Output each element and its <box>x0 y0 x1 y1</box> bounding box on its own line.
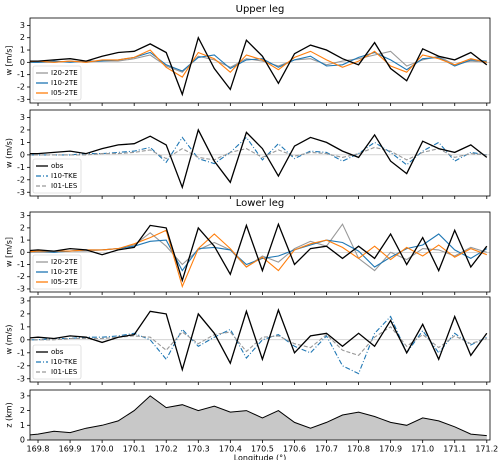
legend-box <box>32 344 82 380</box>
axes-frame <box>29 389 491 441</box>
axes-frame <box>29 17 491 104</box>
y-tick-label: -2 <box>17 82 25 91</box>
y-axis-label: w [m/s] <box>5 46 14 76</box>
y-tick-label: 3 <box>20 21 25 30</box>
plot-area <box>30 222 488 289</box>
legend-label: obs <box>51 348 64 356</box>
x-tick-label: 169.9 <box>59 445 82 454</box>
x-tick-label: 170.6 <box>283 445 306 454</box>
y-tick-label: 1 <box>20 46 25 55</box>
y-tick-label: -1 <box>17 70 25 79</box>
legend-label: I20-2TE <box>51 69 78 77</box>
plot-area <box>30 35 488 97</box>
y-tick-label: 0 <box>20 335 25 344</box>
series-line <box>30 146 487 161</box>
y-tick-label: 2 <box>20 33 25 42</box>
y-tick-label: 3 <box>20 391 25 400</box>
y-tick-label: 3 <box>20 211 25 220</box>
y-tick-label: 0 <box>20 436 25 445</box>
y-tick-label: 2 <box>20 309 25 318</box>
plot-area <box>30 128 488 190</box>
panel-title: Upper leg <box>236 4 285 15</box>
y-tick-label: 1 <box>20 421 25 430</box>
x-axis-label: Longitude (°) <box>234 454 287 460</box>
x-tick-label: 170.5 <box>251 445 274 454</box>
x-tick-label: 170.3 <box>187 445 210 454</box>
legend-label: I01-LES <box>51 182 78 190</box>
y-tick-label: -1 <box>17 260 25 269</box>
y-tick-label: 2 <box>20 125 25 134</box>
series-line <box>30 49 487 78</box>
series-line <box>30 128 488 190</box>
axes-frame <box>29 211 491 293</box>
x-tick-label: 171.1 <box>443 445 466 454</box>
x-tick-label: 170.1 <box>123 445 146 454</box>
x-tick-label: 170.2 <box>155 445 178 454</box>
legend-label: I10-2TE <box>51 79 78 87</box>
y-axis-label: z (km) <box>5 402 14 427</box>
series-line <box>30 222 488 283</box>
series-line <box>30 229 487 289</box>
legend-label: I20-2TE <box>51 258 78 266</box>
panel-title: Lower leg <box>236 198 284 209</box>
legend-box <box>32 65 82 101</box>
legend-label: I05-2TE <box>51 278 78 286</box>
y-tick-label: 1 <box>20 322 25 331</box>
legend-label: I05-2TE <box>51 89 78 97</box>
y-tick-label: 2 <box>20 223 25 232</box>
series-line <box>30 315 488 375</box>
legend-label: obs <box>51 162 64 170</box>
series-line <box>30 51 487 72</box>
series-line <box>30 35 488 97</box>
y-tick-label: -1 <box>17 348 25 357</box>
plot-area <box>30 308 488 375</box>
x-tick-label: 169.8 <box>27 445 50 454</box>
y-tick-label: 0 <box>20 150 25 159</box>
y-tick-label: 1 <box>20 236 25 245</box>
y-axis-label: w [m/s] <box>5 237 14 267</box>
axes-frame <box>29 109 491 197</box>
y-tick-label: -2 <box>17 272 25 281</box>
legend-box <box>32 158 82 194</box>
y-tick-label: 3 <box>20 113 25 122</box>
y-tick-label: -2 <box>17 361 25 370</box>
y-tick-label: 1 <box>20 138 25 147</box>
y-tick-label: -3 <box>17 188 25 197</box>
y-tick-label: 0 <box>20 248 25 257</box>
axes-frame <box>29 296 491 383</box>
y-tick-label: 0 <box>20 58 25 67</box>
y-tick-label: -3 <box>17 374 25 383</box>
y-axis-label: w (m/s) <box>5 138 14 168</box>
plot-area <box>30 395 487 440</box>
series-line <box>30 308 488 373</box>
legend-label: I10-2TE <box>51 268 78 276</box>
y-tick-label: -2 <box>17 175 25 184</box>
y-axis-label: w (m/s) <box>5 325 14 355</box>
y-tick-label: -3 <box>17 95 25 104</box>
x-tick-label: 170.4 <box>219 445 242 454</box>
legend-label: I10-TKE <box>51 172 77 180</box>
terrain-line <box>30 395 487 437</box>
y-tick-label: 2 <box>20 406 25 415</box>
y-tick-label: -1 <box>17 163 25 172</box>
series-line <box>30 136 487 166</box>
legend-label: I10-TKE <box>51 358 77 366</box>
x-tick-label: 171.0 <box>411 445 434 454</box>
x-tick-label: 170.0 <box>91 445 114 454</box>
y-tick-label: -3 <box>17 284 25 293</box>
x-tick-label: 170.7 <box>315 445 338 454</box>
legend-label: I01-LES <box>51 368 78 376</box>
y-tick-label: 3 <box>20 296 25 305</box>
x-tick-label: 170.8 <box>347 445 370 454</box>
x-tick-label: 170.9 <box>379 445 402 454</box>
x-tick-label: 171.2 <box>475 445 498 454</box>
series-line <box>30 326 487 357</box>
terrain-area <box>30 395 487 440</box>
legend-box <box>32 254 82 290</box>
